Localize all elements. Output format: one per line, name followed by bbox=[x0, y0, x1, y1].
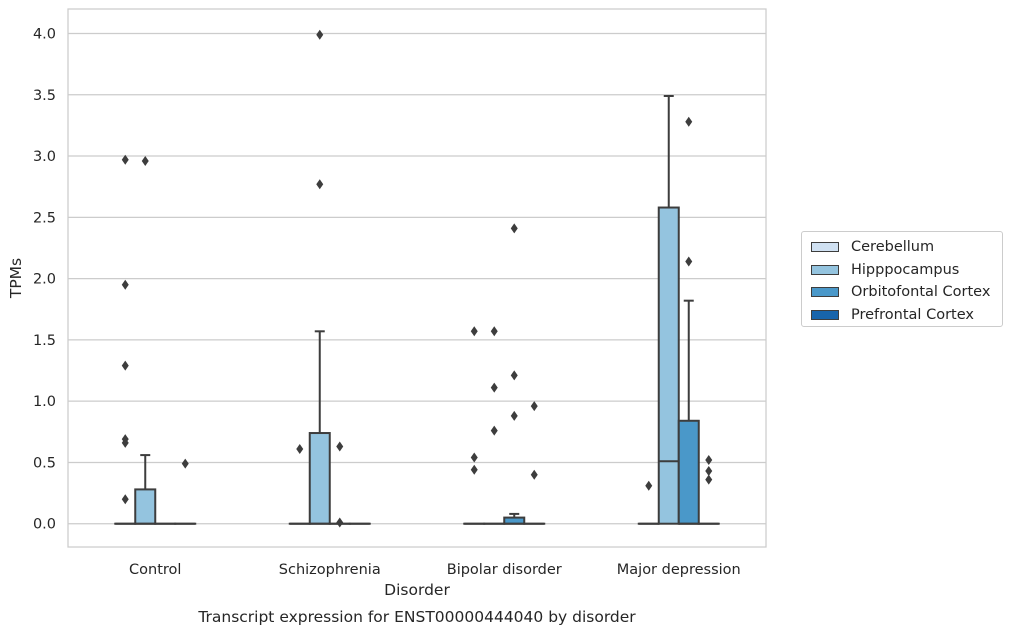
box-series bbox=[114, 29, 720, 528]
y-tick-label: 4.0 bbox=[33, 27, 56, 43]
box bbox=[677, 419, 700, 525]
outlier-point bbox=[470, 452, 478, 463]
box-hipppocampus bbox=[308, 29, 331, 525]
box-hipppocampus bbox=[134, 155, 157, 525]
box-hipppocampus bbox=[657, 95, 680, 525]
y-tick-label: 3.0 bbox=[33, 149, 56, 165]
legend-item: Hipppocampus bbox=[811, 259, 1002, 282]
x-axis-label: Disorder bbox=[384, 581, 450, 599]
legend-label: Prefrontal Cortex bbox=[851, 306, 974, 323]
box-prefrontal-cortex bbox=[523, 401, 546, 525]
legend-swatch bbox=[811, 287, 839, 298]
outlier-point bbox=[705, 474, 713, 485]
box-orbitofontal-cortex bbox=[677, 116, 700, 525]
legend-label: Hipppocampus bbox=[851, 261, 960, 278]
outlier-point bbox=[645, 480, 653, 491]
outlier-point bbox=[705, 466, 713, 477]
y-tick-label: 1.0 bbox=[33, 394, 56, 410]
x-tick-label: Control bbox=[129, 562, 181, 578]
legend-label: Orbitofontal Cortex bbox=[851, 284, 991, 301]
outlier-point bbox=[121, 360, 129, 371]
y-axis-label: TPMs bbox=[7, 258, 25, 299]
outlier-point bbox=[510, 223, 518, 234]
legend-item: Prefrontal Cortex bbox=[811, 304, 1002, 327]
legend-item: Orbitofontal Cortex bbox=[811, 281, 1002, 304]
outlier-point bbox=[121, 154, 129, 165]
legend-item: Cerebellum bbox=[811, 236, 1002, 259]
outlier-point bbox=[490, 382, 498, 393]
outlier-point bbox=[121, 279, 129, 290]
box-prefrontal-cortex bbox=[697, 454, 720, 525]
outlier-point bbox=[121, 494, 129, 505]
box-orbitofontal-cortex bbox=[503, 223, 526, 525]
outlier-point bbox=[121, 434, 129, 445]
x-tick-label: Major depression bbox=[617, 562, 741, 578]
box-cerebellum bbox=[463, 326, 486, 525]
outlier-point bbox=[510, 370, 518, 381]
outlier-point bbox=[530, 469, 538, 480]
outlier-point bbox=[490, 326, 498, 337]
x-tick-label: Bipolar disorder bbox=[447, 562, 562, 578]
outlier-point bbox=[470, 464, 478, 475]
outlier-point bbox=[336, 517, 344, 528]
legend-swatch bbox=[811, 309, 839, 320]
y-tick-label: 2.0 bbox=[33, 272, 56, 288]
outlier-point bbox=[296, 443, 304, 454]
legend-swatch bbox=[811, 264, 839, 275]
legend: Cerebellum Hipppocampus Orbitofontal Corte… bbox=[801, 231, 1003, 327]
box-cerebellum bbox=[114, 154, 137, 525]
outlier-point bbox=[316, 179, 324, 190]
outlier-point bbox=[316, 29, 324, 40]
outlier-point bbox=[530, 401, 538, 412]
outlier-point bbox=[470, 326, 478, 337]
legend-swatch bbox=[811, 242, 839, 253]
chart-title: Transcript expression for ENST0000044404… bbox=[197, 608, 636, 626]
outlier-point bbox=[685, 256, 693, 267]
outlier-point bbox=[510, 410, 518, 421]
outlier-point bbox=[336, 441, 344, 452]
outlier-point bbox=[705, 454, 713, 465]
box bbox=[308, 432, 331, 525]
outlier-point bbox=[141, 155, 149, 166]
outlier-point bbox=[685, 116, 693, 127]
y-tick-label: 1.5 bbox=[33, 333, 56, 349]
y-tick-label: 0.5 bbox=[33, 455, 56, 471]
y-tick-label: 3.5 bbox=[33, 88, 56, 104]
box-prefrontal-cortex bbox=[174, 458, 197, 525]
outlier-point bbox=[490, 425, 498, 436]
legend-label: Cerebellum bbox=[851, 239, 935, 256]
y-axis-ticks: 0.0 0.5 1.0 1.5 2.0 2.5 3.0 3.5 4.0 bbox=[33, 27, 56, 533]
box bbox=[657, 206, 680, 525]
y-tick-label: 0.0 bbox=[33, 517, 56, 533]
y-tick-label: 2.5 bbox=[33, 210, 56, 226]
box bbox=[134, 488, 157, 525]
x-tick-label: Schizophrenia bbox=[279, 562, 381, 578]
outlier-point bbox=[181, 458, 189, 469]
x-axis-ticks: Control Schizophrenia Bipolar disorder Majo… bbox=[129, 562, 741, 578]
